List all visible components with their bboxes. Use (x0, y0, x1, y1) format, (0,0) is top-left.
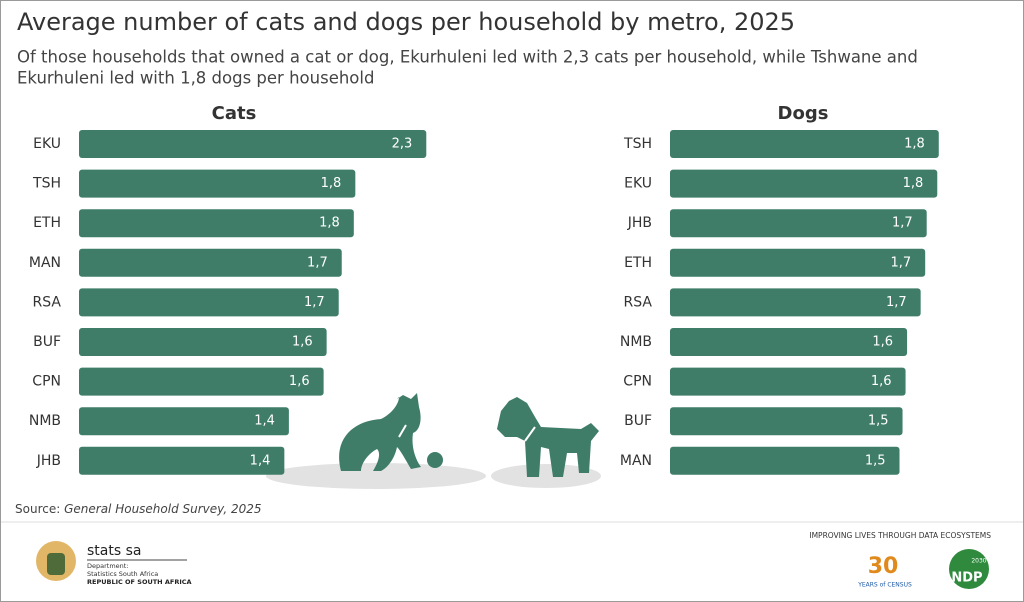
ndp: NDP (951, 571, 982, 586)
category-label: ETH (33, 215, 61, 231)
value-label: 1,7 (891, 255, 912, 270)
bar (670, 288, 921, 317)
subtitle-line: Of those households that owned a cat or … (17, 48, 918, 67)
value-label: 1,6 (292, 335, 313, 350)
bar (670, 169, 938, 198)
category-label: BUF (33, 334, 61, 350)
census-number: 30 (868, 554, 899, 579)
country: REPUBLIC OF SOUTH AFRICA (87, 578, 192, 586)
bar (670, 367, 906, 396)
dog-illustration (491, 397, 601, 488)
department-name: Statistics South Africa (87, 570, 158, 578)
value-label: 1,7 (892, 216, 913, 231)
bar (79, 446, 285, 475)
category-label: TSH (32, 176, 61, 192)
category-label: MAN (620, 453, 652, 469)
value-label: 1,8 (319, 216, 340, 231)
panel-title: Cats (212, 103, 257, 124)
bar (670, 446, 900, 475)
category-label: ETH (624, 255, 652, 271)
category-label: MAN (29, 255, 61, 271)
value-label: 1,5 (865, 453, 886, 468)
bar (79, 169, 356, 198)
bar (670, 328, 908, 356)
source-text: General Household Survey, 2025 (64, 502, 261, 516)
value-label: 1,7 (886, 295, 907, 310)
category-label: NMB (29, 413, 61, 429)
panel-title: Dogs (778, 103, 829, 124)
category-label: CPN (623, 374, 652, 390)
department: Department: (87, 562, 129, 570)
bar (79, 248, 342, 277)
footer: stats sa Department: Statistics South Af… (36, 531, 991, 589)
category-label: EKU (624, 176, 652, 192)
value-label: 1,6 (871, 374, 892, 389)
value-label: 1,6 (872, 335, 893, 350)
bar (670, 209, 927, 238)
tagline: IMPROVING LIVES THROUGH DATA ECOSYSTEMS (809, 531, 991, 540)
value-label: 1,8 (904, 137, 925, 152)
category-label: CPN (32, 374, 61, 390)
bar (79, 367, 324, 396)
value-label: 1,7 (304, 295, 325, 310)
category-label: JHB (36, 453, 61, 469)
bar (670, 248, 926, 277)
cat-illustration (266, 393, 486, 489)
category-label: TSH (623, 136, 652, 152)
title: Average number of cats and dogs per hous… (17, 8, 795, 36)
value-label: 1,8 (321, 176, 342, 191)
category-label: RSA (624, 294, 653, 310)
bar (79, 328, 327, 356)
bar (79, 209, 354, 238)
category-label: RSA (33, 294, 62, 310)
brand: stats sa (87, 543, 141, 559)
value-label: 1,4 (254, 414, 275, 429)
bar (79, 288, 339, 317)
bar (79, 130, 427, 158)
category-label: NMB (620, 334, 652, 350)
value-label: 1,6 (289, 374, 310, 389)
value-label: 1,8 (903, 176, 924, 191)
source-label: Source: (15, 502, 60, 516)
value-label: 1,7 (307, 255, 328, 270)
value-label: 1,4 (250, 453, 271, 468)
category-label: JHB (627, 215, 652, 231)
ndp-year: 2030 (971, 558, 986, 565)
value-label: 2,3 (392, 137, 413, 152)
source: Source: General Household Survey, 2025 (15, 502, 262, 516)
bar (79, 407, 289, 436)
category-label: BUF (624, 413, 652, 429)
bar (670, 130, 939, 158)
value-label: 1,5 (868, 414, 889, 429)
subtitle-line: Ekurhuleni led with 1,8 dogs per househo… (17, 69, 374, 88)
bar (670, 407, 903, 436)
category-label: EKU (33, 136, 61, 152)
census-text: YEARS of CENSUS (857, 582, 912, 589)
